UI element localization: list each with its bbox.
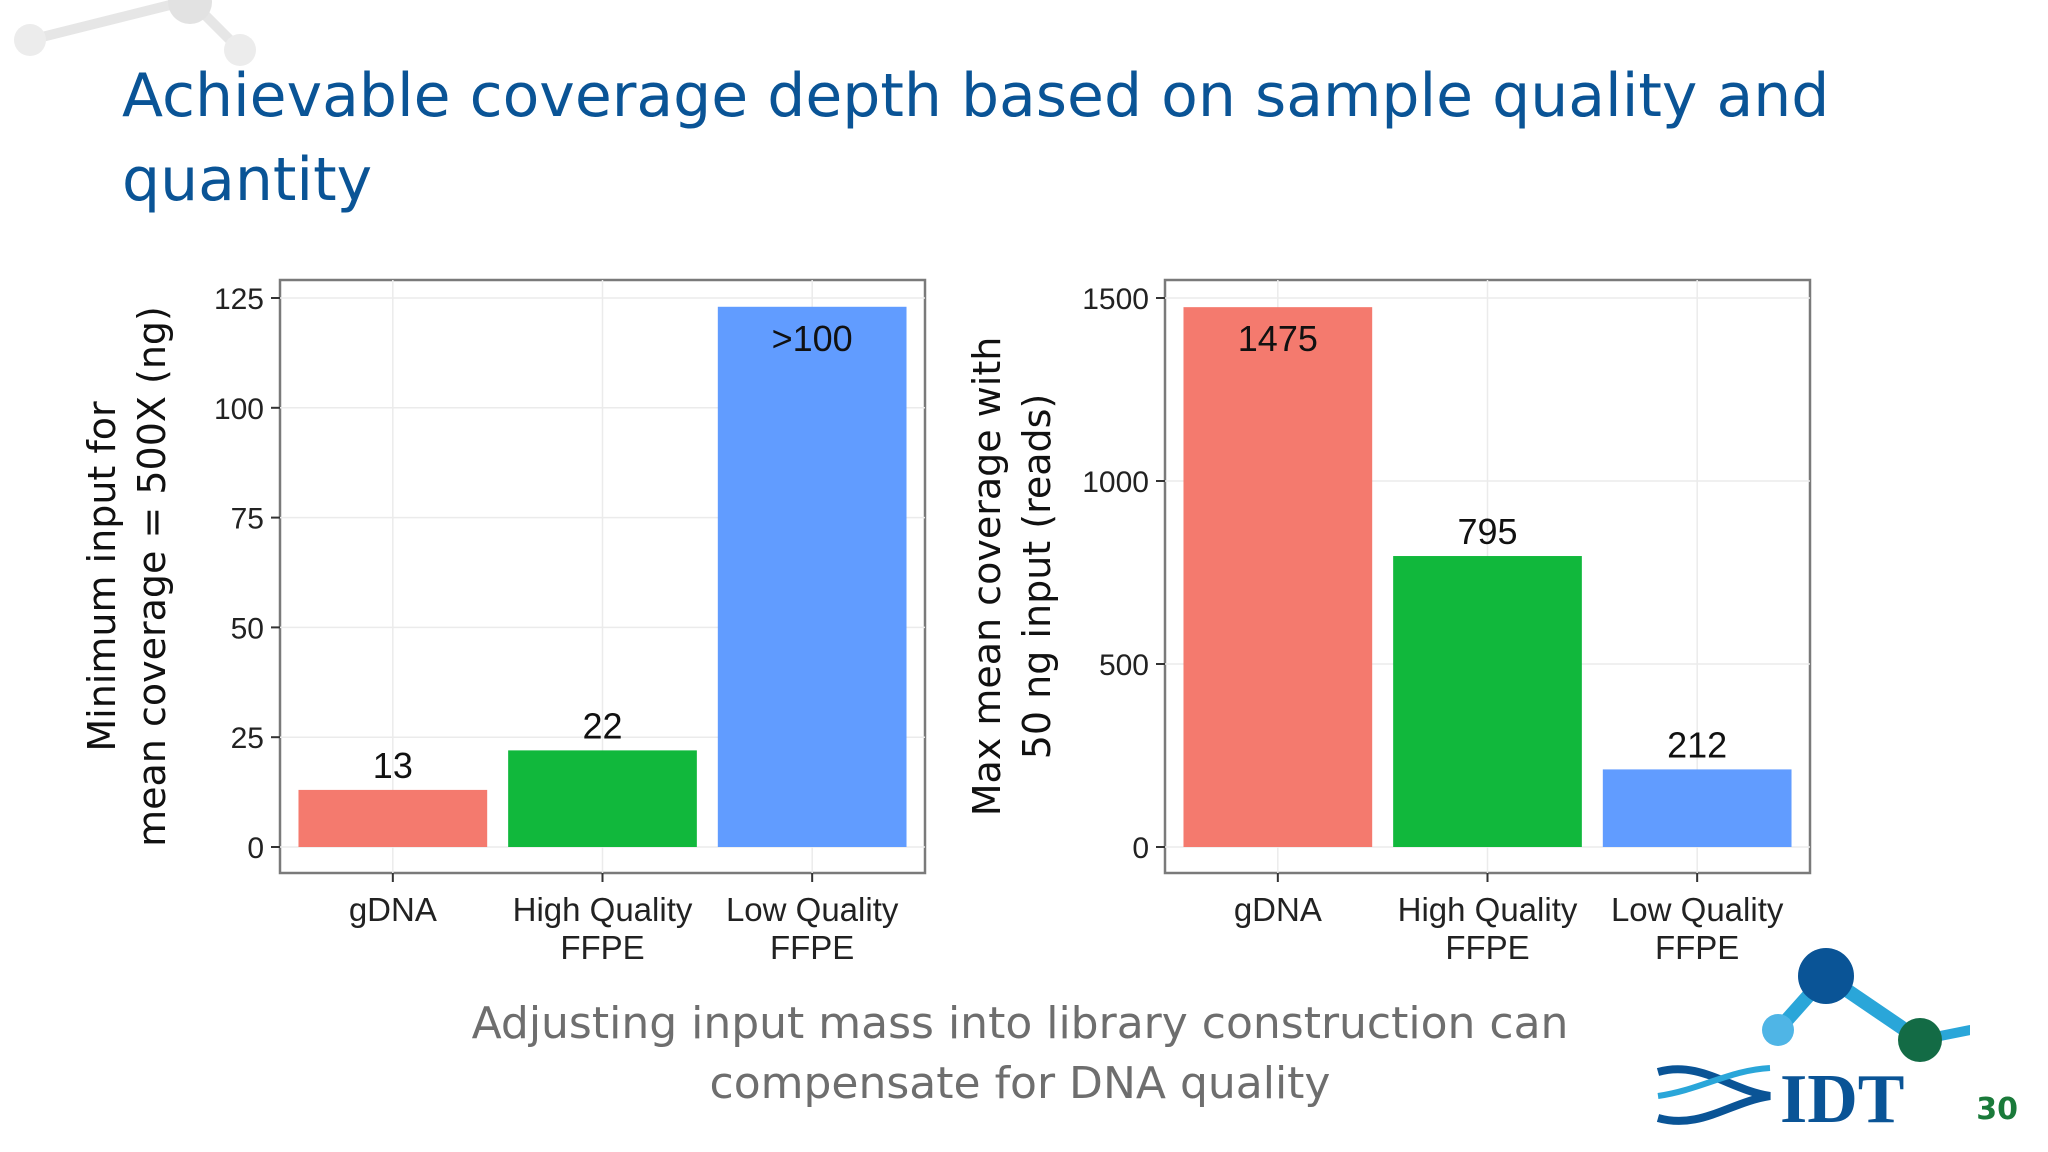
min-input-xtick-label: High Quality bbox=[513, 891, 693, 928]
max-coverage-xtick-label: High Quality bbox=[1398, 891, 1578, 928]
min-input-ytick-label: 125 bbox=[214, 283, 264, 316]
min-input-ytick-label: 0 bbox=[247, 832, 264, 865]
min-input-chart: 0 25 50 75 100 125 13 gDNA 22 High Quality FFPE >10… bbox=[80, 268, 960, 988]
max-coverage-bar bbox=[1183, 307, 1373, 847]
min-input-xtick-label: FFPE bbox=[770, 929, 854, 966]
max-coverage-bar bbox=[1393, 556, 1582, 847]
molecule-decoration bbox=[14, 0, 256, 66]
min-input-xtick-label: Low Quality bbox=[726, 891, 899, 928]
min-input-ylabel: mean coverage = 500X (ng) bbox=[130, 306, 174, 847]
min-input-ytick-label: 100 bbox=[214, 393, 264, 426]
min-input-bar bbox=[717, 306, 907, 847]
min-input-ylabel: Minimum input for bbox=[80, 401, 124, 752]
min-input-bar bbox=[508, 750, 697, 847]
max-coverage-data-label: 212 bbox=[1667, 724, 1727, 765]
min-input-data-label: 13 bbox=[373, 745, 413, 786]
max-coverage-xtick-label: gDNA bbox=[1234, 891, 1322, 928]
max-coverage-xtick-label: Low Quality bbox=[1611, 891, 1784, 928]
max-coverage-ytick-label: 500 bbox=[1099, 649, 1149, 682]
min-input-ytick-label: 50 bbox=[231, 612, 264, 645]
max-coverage-ylabel: Max mean coverage with bbox=[965, 337, 1009, 817]
slide-title: Achievable coverage depth based on sampl… bbox=[122, 61, 1830, 215]
max-coverage-data-label: 1475 bbox=[1238, 318, 1318, 359]
max-coverage-xtick-label: FFPE bbox=[1445, 929, 1529, 966]
min-input-data-label: 22 bbox=[582, 705, 622, 746]
page-number: 30 bbox=[1976, 1092, 2018, 1127]
caption-line-2: compensate for DNA quality bbox=[709, 1058, 1331, 1109]
min-input-xtick-label: gDNA bbox=[349, 891, 437, 928]
idt-logo: IDT bbox=[1656, 948, 1970, 1138]
idt-logo-text: IDT bbox=[1780, 1061, 1904, 1138]
min-input-ytick-label: 25 bbox=[231, 722, 264, 755]
max-coverage-ytick-label: 1500 bbox=[1082, 283, 1149, 316]
max-coverage-ytick-label: 1000 bbox=[1082, 466, 1149, 499]
min-input-bar bbox=[298, 789, 488, 847]
max-coverage-ytick-label: 0 bbox=[1132, 832, 1149, 865]
slide-caption: Adjusting input mass into library constr… bbox=[440, 994, 1600, 1114]
min-input-ytick-label: 75 bbox=[231, 503, 264, 536]
caption-line-1: Adjusting input mass into library constr… bbox=[471, 998, 1569, 1049]
min-input-xtick-label: FFPE bbox=[560, 929, 644, 966]
max-coverage-bar bbox=[1602, 769, 1792, 847]
min-input-data-label: >100 bbox=[772, 318, 853, 359]
max-coverage-data-label: 795 bbox=[1457, 511, 1517, 552]
max-coverage-ylabel: 50 ng input (reads) bbox=[1015, 394, 1059, 760]
max-coverage-xtick-label: FFPE bbox=[1655, 929, 1739, 966]
max-coverage-chart: 0 500 1000 1500 1475 gDNA 795 High Quality FFPE 2… bbox=[965, 268, 1825, 988]
